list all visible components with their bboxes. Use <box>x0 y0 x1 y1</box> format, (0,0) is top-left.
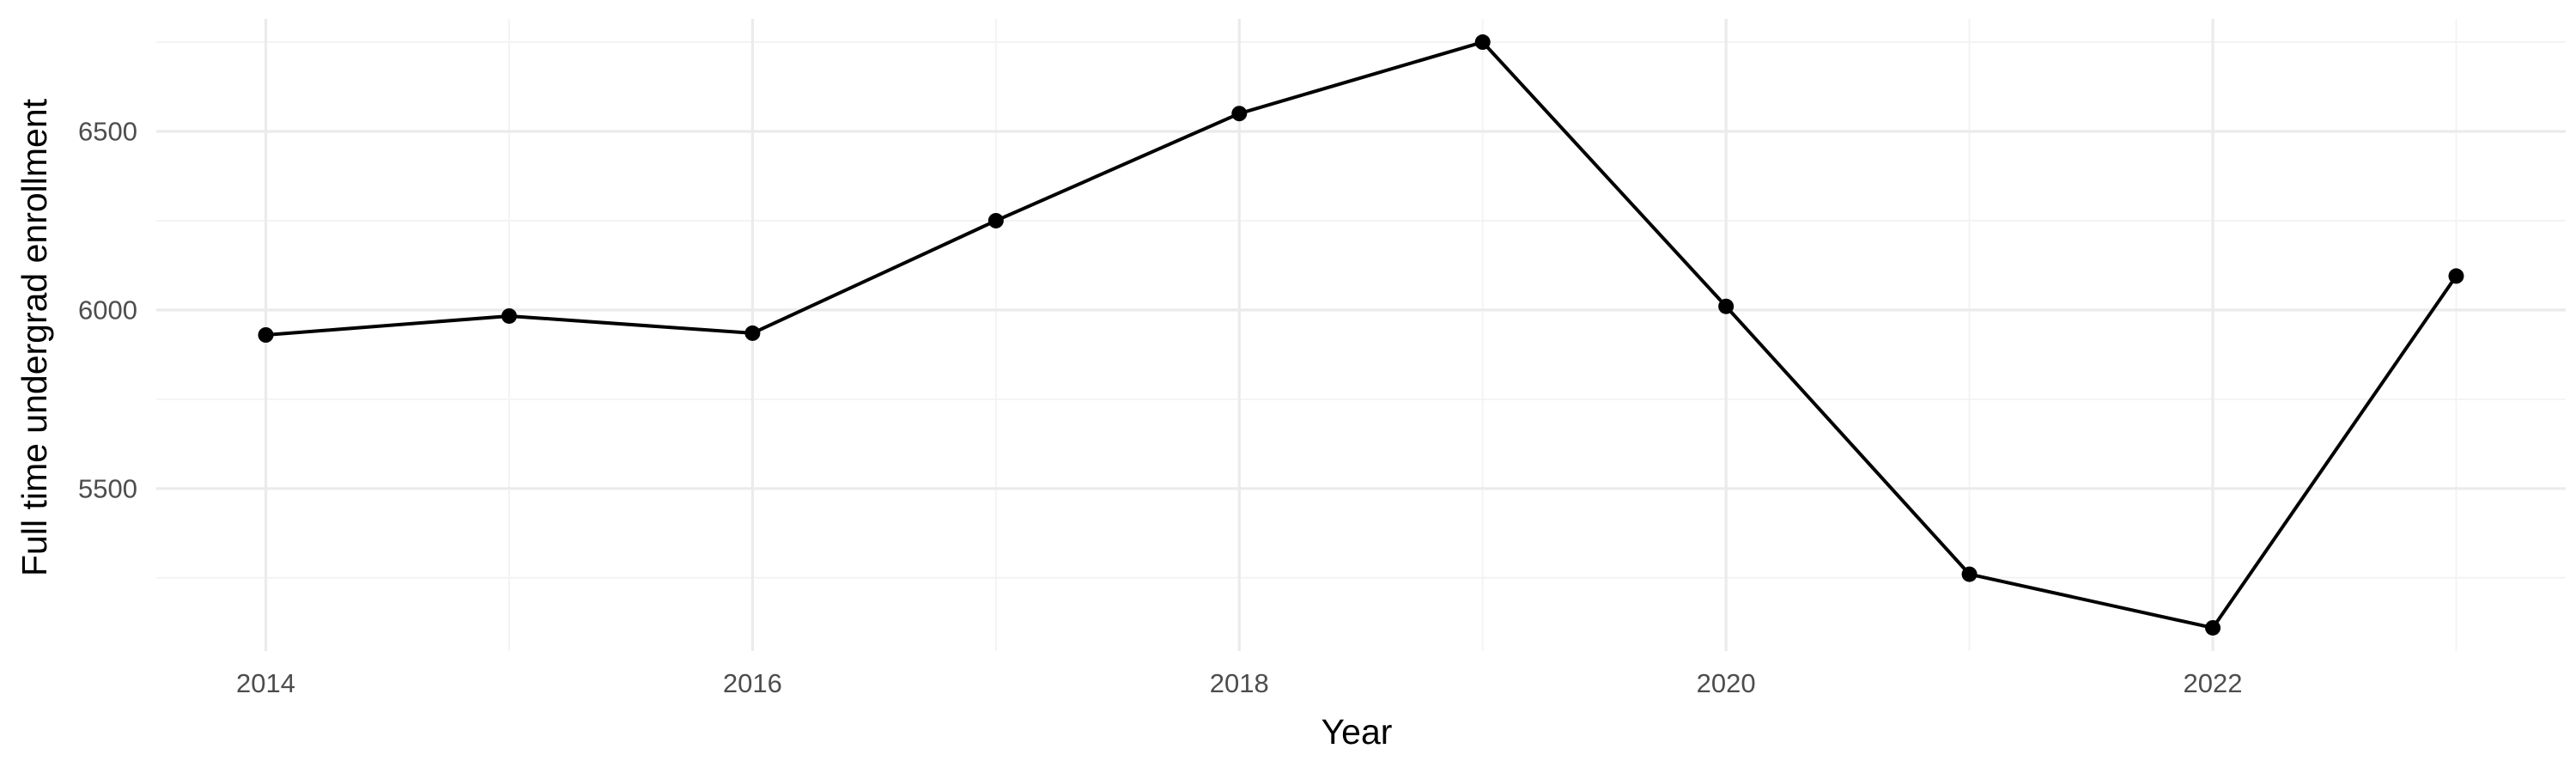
data-point <box>2448 268 2464 284</box>
data-point <box>744 325 761 341</box>
y-tick-label: 5500 <box>78 473 137 503</box>
data-point <box>1231 106 1248 122</box>
x-tick-label: 2020 <box>1697 668 1756 698</box>
y-axis-title: Full time undergrad enrollment <box>15 98 54 576</box>
grid-layer <box>156 19 2566 651</box>
x-tick-label: 2016 <box>723 668 782 698</box>
series-line <box>264 40 2458 630</box>
tick-label-layer: 5500 6000 6500 2014 2016 2018 2020 2022 <box>78 116 2242 698</box>
data-point <box>258 327 274 343</box>
data-point <box>501 307 517 324</box>
data-point <box>987 212 1004 228</box>
x-axis-title: Year <box>1321 712 1393 752</box>
y-tick-label: 6000 <box>78 295 137 325</box>
data-point <box>1718 298 1735 314</box>
x-tick-label: 2014 <box>236 668 295 698</box>
x-tick-label: 2022 <box>2184 668 2243 698</box>
series-layer <box>258 34 2464 636</box>
data-point <box>2205 619 2221 636</box>
x-tick-label: 2018 <box>1210 668 1269 698</box>
data-point <box>1474 34 1491 51</box>
y-tick-label: 6500 <box>78 116 137 146</box>
data-point <box>1961 566 1978 582</box>
